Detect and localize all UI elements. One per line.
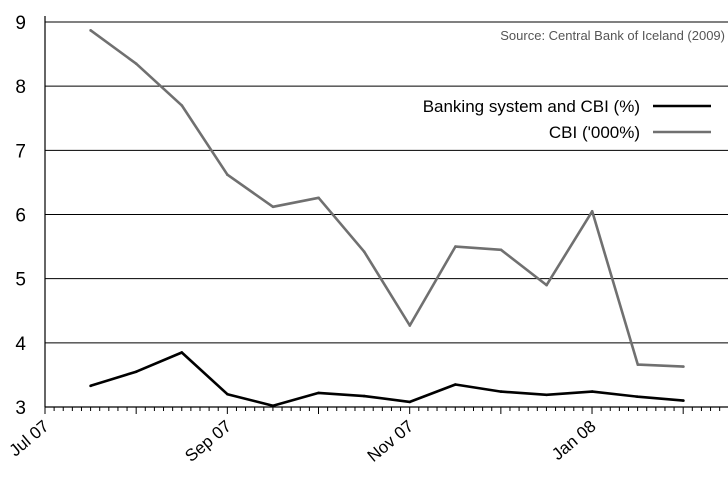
data-point xyxy=(545,393,548,397)
x-tick-label: Sep 07 xyxy=(181,417,234,466)
data-point xyxy=(454,245,457,248)
data-point xyxy=(636,363,640,366)
data-point xyxy=(180,104,184,107)
data-point xyxy=(636,395,640,399)
data-point xyxy=(180,351,184,354)
data-point xyxy=(545,283,548,287)
data-point xyxy=(317,196,320,200)
y-tick-label: 7 xyxy=(15,141,26,162)
data-point xyxy=(134,62,138,66)
legend-label: CBI ('000%) xyxy=(549,123,640,142)
data-point xyxy=(89,384,92,388)
x-tick-label: Nov 07 xyxy=(364,417,417,466)
data-point xyxy=(454,383,457,386)
data-point xyxy=(499,390,503,393)
data-point xyxy=(408,400,412,404)
y-tick-label: 5 xyxy=(15,270,26,291)
y-tick-label: 9 xyxy=(15,13,26,34)
data-point xyxy=(682,399,685,402)
data-point xyxy=(317,391,320,395)
data-point xyxy=(590,390,594,393)
x-tick-label: Jan 08 xyxy=(548,417,599,464)
data-point xyxy=(271,404,275,408)
source-note: Source: Central Bank of Iceland (2009) xyxy=(500,28,725,43)
series-line-1 xyxy=(89,29,684,368)
y-tick-label: 8 xyxy=(15,77,26,98)
data-point xyxy=(682,365,685,368)
data-point xyxy=(590,209,594,213)
data-point xyxy=(226,392,229,396)
data-point xyxy=(226,173,229,177)
data-point xyxy=(134,370,138,374)
data-point xyxy=(408,324,412,327)
y-tick-label: 6 xyxy=(15,206,26,227)
data-point xyxy=(499,248,503,252)
y-tick-label: 4 xyxy=(15,334,26,355)
data-point xyxy=(89,29,92,32)
series-line-0 xyxy=(90,351,684,408)
x-tick-label: Jul 07 xyxy=(6,417,53,461)
data-point xyxy=(362,250,366,254)
legend-label: Banking system and CBI (%) xyxy=(423,97,640,116)
data-point xyxy=(362,394,366,398)
y-tick-label: 3 xyxy=(15,398,26,419)
data-point xyxy=(271,205,275,209)
